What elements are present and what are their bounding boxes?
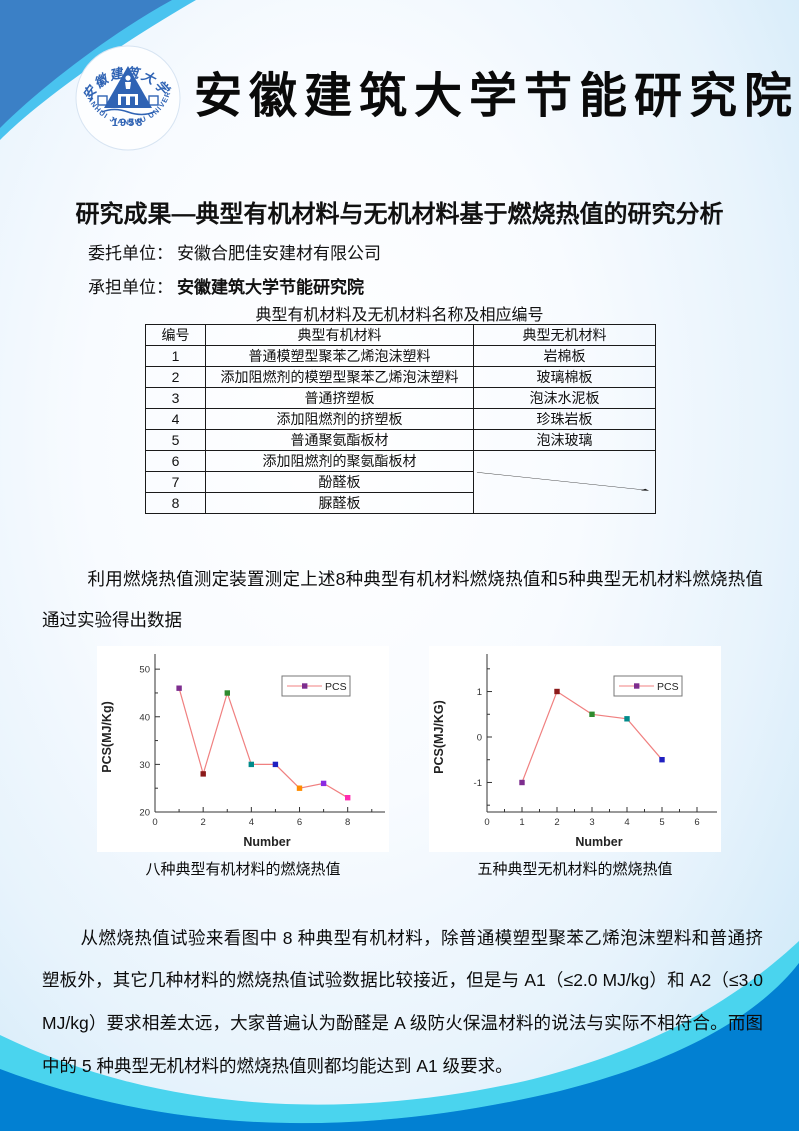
chart-caption-organic: 八种典型有机材料的燃烧热值: [145, 861, 341, 878]
university-logo: 安徽建筑大学 ANHUI JIANZHU UNIVERSITY 1958: [74, 44, 181, 151]
svg-text:6: 6: [297, 817, 302, 828]
svg-text:3: 3: [589, 817, 594, 828]
materials-table: 编号 典型有机材料 典型无机材料 1 普通模塑型聚苯乙烯泡沫塑料 岩棉板 2 添…: [145, 324, 656, 514]
svg-text:20: 20: [139, 808, 150, 819]
svg-text:PCS(MJ/Kg): PCS(MJ/Kg): [100, 701, 114, 773]
page-title: 研究成果—典型有机材料与无机材料基于燃烧热值的研究分析: [75, 201, 724, 228]
svg-text:4: 4: [624, 817, 629, 828]
svg-text:0: 0: [152, 817, 157, 828]
table-caption: 典型有机材料及无机材料名称及相应编号: [255, 307, 544, 324]
col-header-organic: 典型有机材料: [205, 324, 474, 346]
undertaker-value: 安徽建筑大学节能研究院: [177, 278, 364, 297]
logo-year: 1958: [112, 117, 144, 129]
svg-text:4: 4: [249, 817, 254, 828]
consignor-label: 委托单位：: [88, 244, 173, 263]
table-row: 1 普通模塑型聚苯乙烯泡沫塑料 岩棉板: [145, 345, 656, 367]
diagonal-strike-line: [476, 472, 650, 491]
consignor-line: 委托单位： 安徽合肥佳安建材有限公司: [88, 239, 381, 264]
svg-text:1: 1: [519, 817, 524, 828]
svg-text:5: 5: [659, 817, 664, 828]
method-paragraph: 利用燃烧热值测定装置测定上述8种典型有机材料燃烧热值和5种典型无机材料燃烧热值通…: [42, 568, 763, 630]
svg-text:2: 2: [201, 817, 206, 828]
inorganic-pcs-chart: 0 1 2 3 4 5 6 -1 0 1 PCS Number PCS(MJ/KG): [429, 646, 721, 852]
svg-text:PCS: PCS: [325, 681, 347, 693]
svg-text:0: 0: [477, 733, 482, 744]
svg-text:6: 6: [694, 817, 699, 828]
undertaker-line: 承担单位： 安徽建筑大学节能研究院: [88, 273, 364, 298]
conclusion-paragraph: 从燃烧热值试验来看图中 8 种典型有机材料，除普通模塑型聚苯乙烯泡沫塑料和普通挤…: [42, 927, 763, 1076]
institute-name: 安徽建筑大学节能研究院: [194, 68, 799, 124]
col-header-number: 编号: [145, 324, 206, 346]
svg-text:40: 40: [139, 712, 150, 723]
svg-text:PCS(MJ/KG): PCS(MJ/KG): [432, 700, 446, 774]
svg-text:2: 2: [554, 817, 559, 828]
table-header-row: 编号 典型有机材料 典型无机材料: [145, 324, 656, 346]
table-row: 3 普通挤塑板 泡沫水泥板: [145, 387, 656, 409]
table-row: 8 脲醛板: [145, 492, 656, 514]
table-row: 5 普通聚氨酯板材 泡沫玻璃: [145, 429, 656, 451]
table-row: 6 添加阻燃剂的聚氨酯板材: [145, 450, 656, 514]
svg-text:Number: Number: [243, 835, 290, 849]
svg-text:Number: Number: [575, 835, 622, 849]
consignor-value: 安徽合肥佳安建材有限公司: [177, 244, 381, 263]
table-row: 4 添加阻燃剂的挤塑板 珍珠岩板: [145, 408, 656, 430]
undertaker-label: 承担单位：: [88, 278, 173, 297]
table-row: 7 酚醛板: [145, 471, 656, 493]
svg-text:30: 30: [139, 760, 150, 771]
svg-text:PCS: PCS: [657, 681, 679, 693]
svg-text:0: 0: [484, 817, 489, 828]
svg-text:1: 1: [477, 687, 482, 698]
organic-pcs-chart: 0 2 4 6 8 20 30 40 50 PCS Number PCS(MJ/Kg): [97, 646, 389, 852]
table-row: 2 添加阻燃剂的模塑型聚苯乙烯泡沫塑料 玻璃棉板: [145, 366, 656, 388]
col-header-inorganic: 典型无机材料: [473, 324, 656, 346]
svg-text:8: 8: [345, 817, 350, 828]
chart-caption-inorganic: 五种典型无机材料的燃烧热值: [477, 861, 673, 878]
svg-text:50: 50: [139, 665, 150, 676]
merged-empty-cell: [473, 450, 656, 514]
svg-text:-1: -1: [474, 778, 482, 789]
